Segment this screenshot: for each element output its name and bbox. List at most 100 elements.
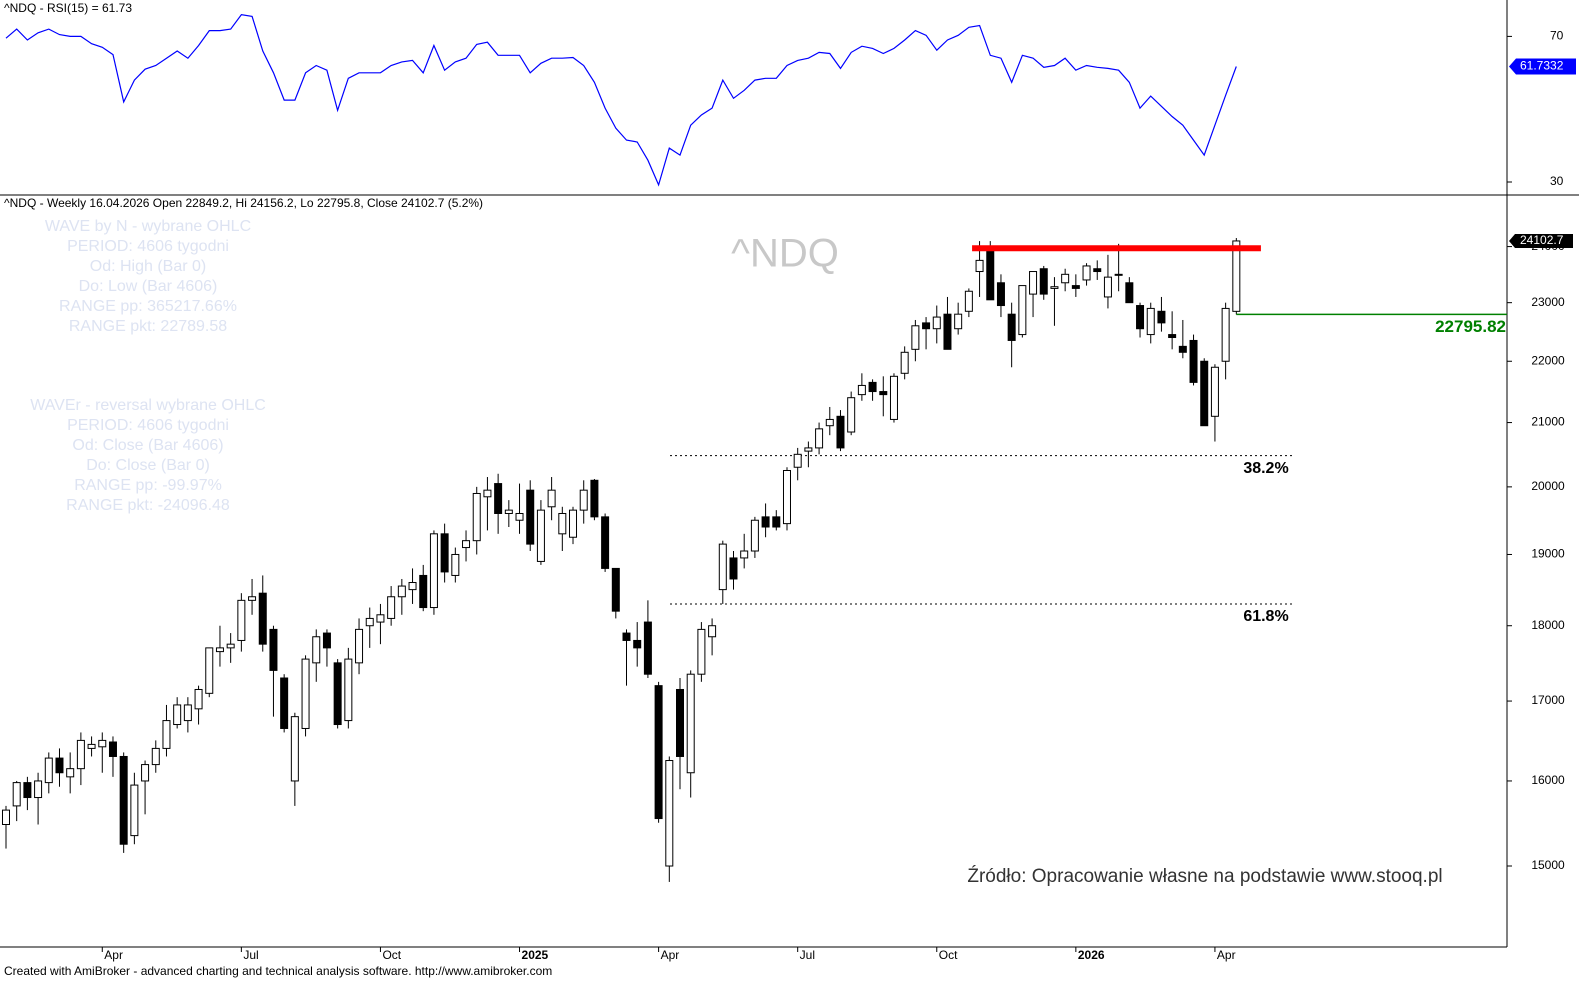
- candle-body: [1050, 286, 1059, 289]
- candle-body: [462, 540, 471, 549]
- candle-body: [868, 381, 877, 393]
- candle-body: [1146, 307, 1155, 336]
- y-tick-label: 17000: [1531, 693, 1565, 707]
- candle-body: [44, 757, 53, 784]
- candle-body: [815, 428, 824, 449]
- x-tick-label: Jul: [243, 948, 258, 962]
- candle-body: [312, 636, 321, 664]
- candle-body: [697, 628, 706, 675]
- candle-body: [34, 780, 43, 799]
- candle-body: [130, 784, 139, 837]
- candle-body: [986, 248, 995, 301]
- candle-body: [569, 509, 578, 538]
- candle-body: [740, 550, 749, 559]
- stop-label: 22795.82: [1435, 317, 1506, 336]
- candle-body: [483, 489, 492, 498]
- wave-note: WAVE by N - wybrane OHLC: [45, 218, 251, 235]
- wave-r-note: Od: Close (Bar 4606): [72, 437, 223, 454]
- y-tick-label: 30: [1550, 174, 1564, 188]
- candle-body: [12, 782, 21, 807]
- candle-body: [1, 809, 10, 826]
- candle-body: [729, 557, 738, 580]
- candle-body: [1168, 334, 1177, 339]
- candle-body: [55, 757, 64, 774]
- candle-body: [365, 617, 374, 627]
- candle-body: [344, 658, 353, 722]
- candle-body: [1125, 282, 1134, 304]
- candle-body: [964, 290, 973, 312]
- x-tick-label: 2026: [1078, 948, 1105, 962]
- candle-body: [290, 716, 299, 782]
- wave-r-note: RANGE pkt: -24096.48: [66, 497, 230, 514]
- candle-body: [301, 658, 310, 729]
- candle-body: [922, 322, 931, 330]
- fib-label: 38.2%: [1243, 460, 1288, 477]
- candle-body: [633, 639, 642, 649]
- source-note: Źródło: Opracowanie własne na podstawie …: [967, 866, 1442, 887]
- candle-body: [611, 567, 620, 612]
- wave-r-note: Do: Close (Bar 0): [86, 457, 210, 474]
- candle-body: [205, 647, 214, 694]
- candle-body: [526, 489, 535, 545]
- candle-body: [322, 632, 331, 649]
- candle-body: [419, 574, 428, 609]
- x-tick-label: 2025: [522, 948, 549, 962]
- candle-body: [183, 704, 192, 722]
- candle-body: [601, 516, 610, 569]
- candle-body: [761, 516, 770, 528]
- wave-note: PERIOD: 4606 tygodni: [67, 238, 229, 255]
- y-tick-label: 19000: [1531, 547, 1565, 561]
- candle-body: [1200, 360, 1209, 427]
- fib-label: 61.8%: [1243, 608, 1288, 625]
- candle-body: [1093, 268, 1102, 273]
- candle-body: [397, 585, 406, 598]
- candle-body: [141, 764, 150, 782]
- wave-r-note: RANGE pp: -99.97%: [74, 477, 222, 494]
- candle-body: [750, 519, 759, 552]
- candle-body: [23, 782, 32, 799]
- candle-body: [782, 469, 791, 525]
- y-tick-label: 23000: [1531, 295, 1565, 309]
- x-tick-label: Apr: [661, 948, 680, 962]
- candle-body: [665, 760, 674, 867]
- candle-body: [494, 483, 503, 514]
- candle-body: [943, 313, 952, 350]
- candle-body: [772, 516, 781, 528]
- candle-body: [408, 582, 417, 591]
- candle-body: [173, 704, 182, 726]
- candle-body: [558, 512, 567, 535]
- candle-body: [825, 418, 834, 427]
- candle-body: [66, 768, 75, 778]
- candle-body: [547, 489, 556, 508]
- wave-r-note: WAVEr - reversal wybrane OHLC: [30, 397, 266, 414]
- candle-body: [215, 647, 224, 653]
- candle-body: [579, 489, 588, 511]
- candle-body: [1136, 305, 1145, 330]
- candle-body: [387, 596, 396, 619]
- candle-body: [515, 512, 524, 521]
- candle-body: [1189, 339, 1198, 383]
- y-tick-label: 15000: [1531, 858, 1565, 872]
- candle-body: [451, 553, 460, 576]
- candle-body: [954, 313, 963, 330]
- candle-body: [1178, 345, 1187, 353]
- candle-body: [643, 621, 652, 675]
- candle-body: [1007, 313, 1016, 341]
- candle-body: [194, 688, 203, 710]
- y-tick-label: 16000: [1531, 773, 1565, 787]
- candle-body: [1114, 273, 1123, 276]
- y-tick-label: 22000: [1531, 353, 1565, 367]
- candle-body: [686, 673, 695, 774]
- candle-body: [355, 628, 364, 664]
- candle-body: [258, 592, 267, 645]
- candle-body: [1103, 276, 1112, 298]
- candle-body: [151, 747, 160, 766]
- candle-body: [119, 755, 128, 845]
- candle-body: [654, 685, 663, 820]
- x-tick-label: Jul: [800, 948, 815, 962]
- candle-body: [718, 543, 727, 591]
- candle-body: [879, 391, 888, 396]
- candle-body: [1061, 273, 1070, 284]
- candle-body: [226, 643, 235, 649]
